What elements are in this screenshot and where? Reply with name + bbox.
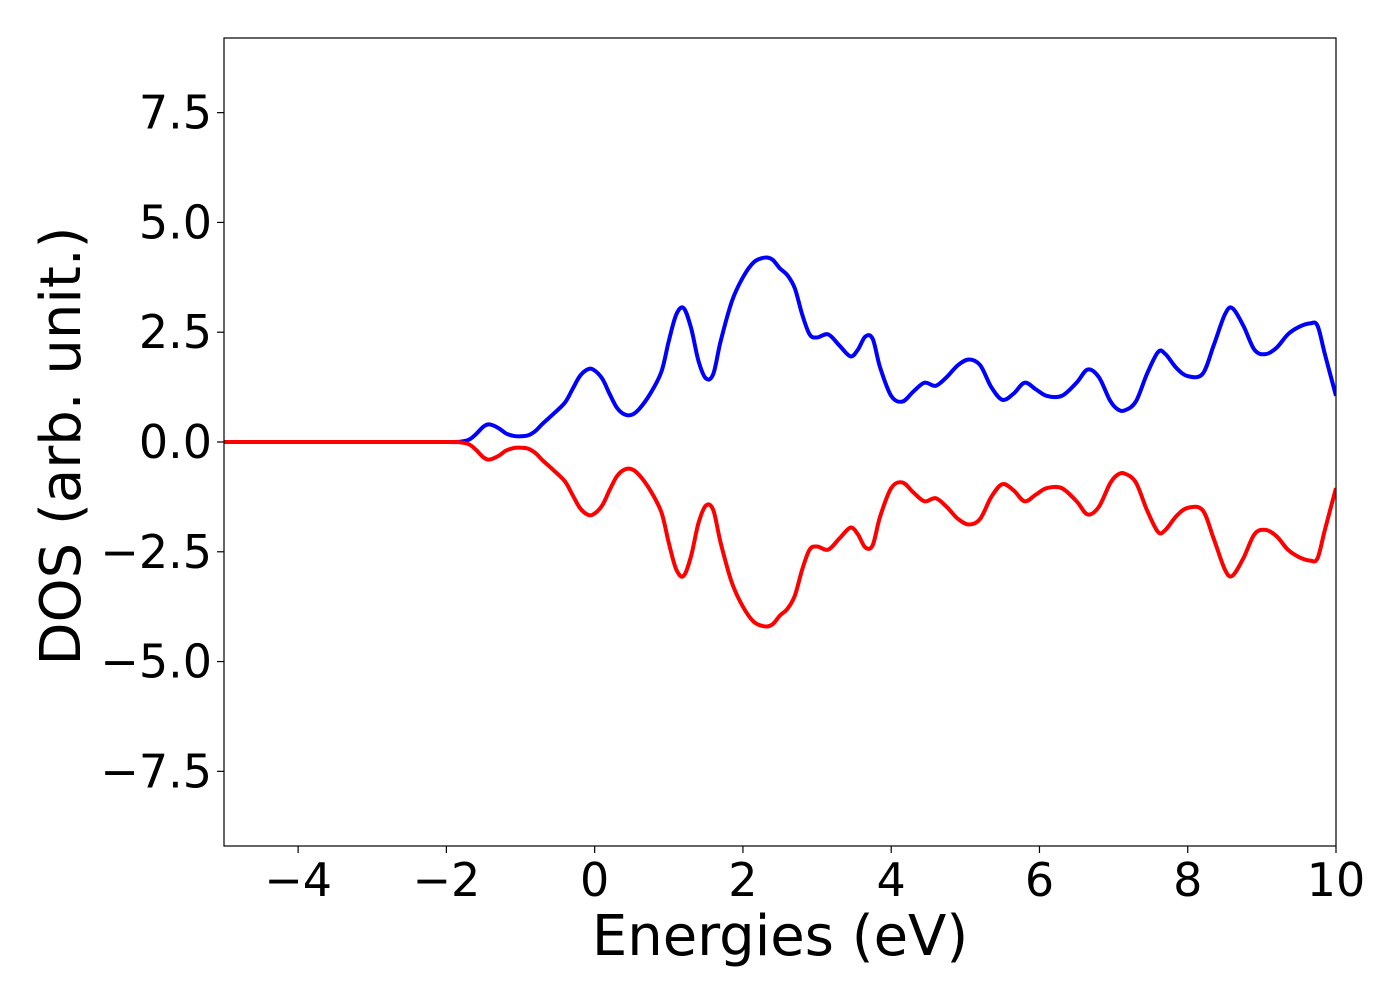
x-axis-label: Energies (eV) [592, 904, 968, 969]
series-layer [224, 255, 1336, 629]
x-tick-label: 4 [877, 853, 906, 907]
x-tick-label: 8 [1173, 853, 1202, 907]
x-tick-label: 10 [1307, 853, 1366, 907]
x-tick-label: 6 [1025, 853, 1054, 907]
x-tick-label: −2 [412, 853, 480, 907]
y-tick-label: 0.0 [139, 415, 212, 469]
y-tick-label: 2.5 [139, 305, 212, 359]
y-tick-label: 5.0 [139, 195, 212, 249]
y-axis-label: DOS (arb. unit.) [29, 226, 94, 665]
y-tick-label: −7.5 [100, 744, 212, 798]
x-tick-label: 2 [728, 853, 757, 907]
y-axis: −7.5 −5.0 −2.5 0.0 2.5 5.0 7.5 [100, 86, 224, 798]
x-tick-label: 0 [580, 853, 609, 907]
x-tick-label: −4 [264, 853, 332, 907]
dos-series-red [224, 439, 1336, 629]
y-tick-label: −2.5 [100, 525, 212, 579]
y-tick-label: −5.0 [100, 635, 212, 689]
x-axis: −4 −2 0 2 4 6 8 10 [264, 846, 1365, 907]
dos-series-blue [224, 255, 1336, 445]
y-tick-label: 7.5 [139, 86, 212, 140]
